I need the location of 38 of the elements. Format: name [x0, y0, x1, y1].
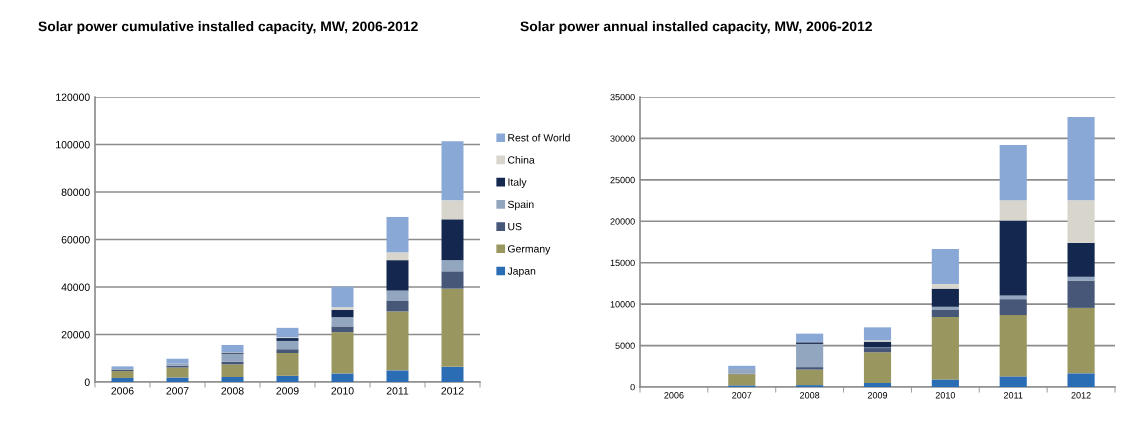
x-tick-label: 2008 [800, 392, 820, 399]
legend-label: Rest of World [508, 133, 570, 142]
y-tick-label: 30000 [610, 135, 635, 142]
y-tick-label: 20000 [61, 331, 90, 339]
x-tick-label: 2009 [867, 392, 888, 399]
y-tick-label: 0 [84, 378, 90, 386]
x-tick-label: 2006 [111, 387, 134, 395]
x-tick-label: 2009 [276, 387, 299, 395]
x-tick-label: 2010 [935, 392, 956, 399]
x-tick-label: 2012 [441, 387, 464, 395]
y-tick-label: 25000 [610, 176, 635, 184]
y-tick-label: 0 [630, 383, 635, 391]
x-tick-label: 2006 [664, 392, 684, 399]
y-tick-label: 5000 [615, 342, 635, 349]
y-tick-label: 80000 [61, 188, 90, 196]
chart-title: Solar power annual installed capacity, MW, 2006-2012 [520, 21, 872, 34]
legend-label: Italy [508, 178, 527, 188]
chart-title: Solar power cumulative installed capacity, MW, 2006-2012 [38, 21, 418, 34]
legend-label: Germany [508, 245, 551, 255]
y-tick-label: 20000 [610, 218, 635, 225]
y-tick-label: 120000 [56, 93, 90, 101]
x-tick-label: 2007 [166, 387, 189, 395]
legend-label: Spain [507, 200, 534, 211]
y-tick-label: 10000 [610, 301, 635, 308]
y-tick-label: 60000 [61, 236, 90, 244]
x-tick-label: 2010 [331, 387, 354, 395]
legend-label: US [508, 222, 522, 231]
y-tick-label: 15000 [610, 259, 635, 267]
x-tick-label: 2011 [386, 387, 409, 395]
legend-label: Japan [507, 267, 536, 277]
x-tick-label: 2008 [221, 387, 244, 395]
y-tick-label: 100000 [56, 141, 90, 149]
x-tick-label: 2007 [732, 392, 752, 399]
y-tick-label: 40000 [61, 283, 90, 291]
legend-label: China [508, 156, 535, 164]
x-tick-label: 2011 [1003, 392, 1023, 399]
y-tick-label: 35000 [610, 93, 635, 101]
x-tick-label: 2012 [1071, 392, 1091, 399]
